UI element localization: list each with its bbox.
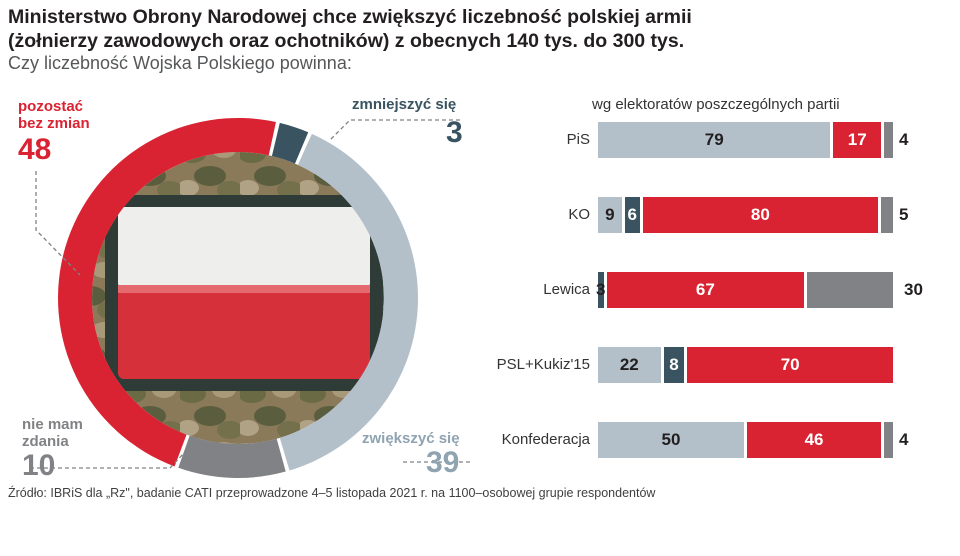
- bar-chart-title: wg elektoratów poszczególnych partii: [592, 96, 840, 113]
- slice-label-nie-wiem: nie mam zdania: [22, 416, 83, 450]
- bar-segment: 80: [642, 197, 879, 233]
- bar-value-label: 80: [750, 205, 770, 224]
- source-note: Źródło: IBRiS dla „Rz", badanie CATI prz…: [8, 486, 656, 500]
- bar-value-label: 46: [804, 430, 824, 449]
- bar-segment: 17: [833, 122, 882, 158]
- stacked-bar-chart: PiS 79 17 4 KO 9 6 80 5 Lewica 3 67 30 PSL+Kukiz'15 22…: [480, 110, 950, 480]
- bar-value-label: 4: [899, 130, 909, 149]
- bar-value-label: 30: [904, 280, 923, 299]
- leader-line: [35, 171, 81, 276]
- bar-value-label: 79: [704, 130, 724, 149]
- bar-segment: 79: [598, 122, 831, 158]
- bar-segment: 50: [598, 422, 744, 458]
- title-line-1: Ministerstwo Obrony Narodowej chce zwięk…: [8, 6, 692, 28]
- bar-segment: [806, 272, 894, 308]
- party-label: PSL+Kukiz'15: [496, 356, 590, 373]
- bar-value-label: 8: [669, 355, 679, 374]
- bar-value-label: 17: [847, 130, 867, 149]
- slice-value-zwiekszyc: 39: [426, 446, 460, 479]
- bar-segment: [884, 422, 893, 458]
- chart-title: Ministerstwo Obrony Narodowej chce zwięk…: [8, 5, 948, 53]
- slice-label-zmniejszyc: zmniejszyć się: [352, 96, 457, 113]
- donut-slice: [271, 122, 309, 164]
- slice-label-line: nie mam: [22, 416, 83, 433]
- bar-segment: 9: [598, 197, 622, 233]
- bar-value-label: 50: [661, 430, 681, 449]
- bar-value-label: 70: [780, 355, 800, 374]
- bar-segment: [598, 272, 604, 308]
- donut-chart: [30, 117, 470, 478]
- bar-value-label: 22: [619, 355, 639, 374]
- bar-segment: 22: [598, 347, 661, 383]
- bar-value-label: 6: [627, 205, 637, 224]
- donut-slice: [279, 133, 418, 471]
- donut-slice: [178, 435, 286, 478]
- bar-value-label: 67: [695, 280, 715, 299]
- slice-value-bez-zmian: 48: [18, 133, 52, 166]
- bar-value-label: 5: [899, 205, 909, 224]
- bar-value-label: 9: [605, 205, 615, 224]
- slice-value-zmniejszyc: 3: [446, 116, 463, 149]
- bar-segment: 8: [663, 347, 685, 383]
- leader-line: [30, 451, 186, 469]
- slice-label-bez-zmian: pozostać bez zmian: [18, 98, 90, 132]
- donut-slice: [57, 117, 276, 467]
- leader-line: [329, 119, 460, 141]
- donut-center-image: [92, 152, 384, 444]
- party-label: KO: [568, 206, 590, 223]
- party-label: Lewica: [543, 281, 590, 298]
- bar-segment: [884, 122, 893, 158]
- title-line-2: (żołnierzy zawodowych oraz ochotników) z…: [8, 30, 685, 52]
- slice-label-zwiekszyc: zwiększyć się: [362, 430, 460, 447]
- bar-segment: 70: [687, 347, 893, 383]
- donut-slices: [30, 117, 470, 478]
- party-label: PiS: [566, 131, 590, 148]
- bar-segment: [881, 197, 893, 233]
- slice-label-line: zdania: [22, 433, 69, 450]
- chart-subtitle: Czy liczebność Wojska Polskiego powinna:: [8, 53, 352, 73]
- slice-label-line: bez zmian: [18, 115, 90, 132]
- slice-value-nie-wiem: 10: [22, 449, 56, 482]
- bar-value-label: 3: [596, 280, 606, 299]
- bar-segment: 46: [747, 422, 882, 458]
- slice-label-line: pozostać: [18, 98, 84, 115]
- party-label: Konfederacja: [501, 431, 590, 448]
- bar-segment: 6: [624, 197, 640, 233]
- bar-segment: 67: [607, 272, 804, 308]
- bar-value-label: 4: [899, 430, 909, 449]
